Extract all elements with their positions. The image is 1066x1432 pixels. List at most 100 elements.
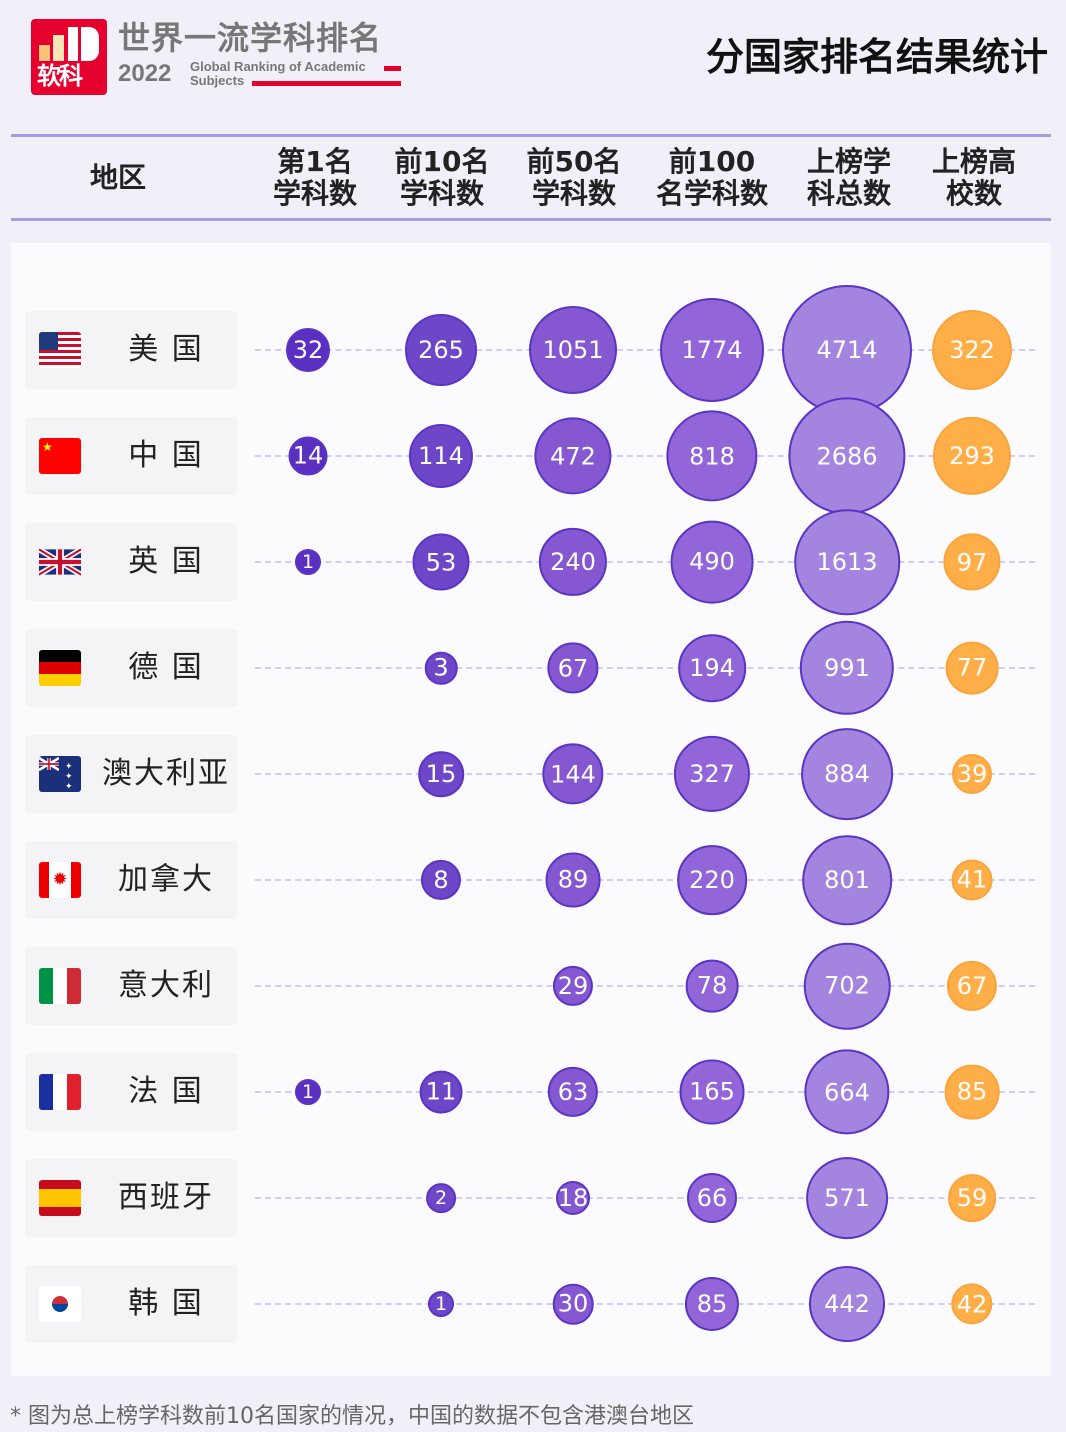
bubble-value: 85	[944, 1064, 1000, 1120]
bubble-value: 2	[426, 1183, 456, 1213]
bubble-value: 571	[806, 1157, 888, 1239]
us-flag-icon	[39, 332, 81, 368]
brand-year: 2022	[118, 60, 172, 87]
divider	[11, 218, 1051, 221]
region-name: 德 国	[128, 650, 204, 685]
row-guide-line	[255, 667, 1035, 669]
bubble-value: 67	[547, 642, 599, 694]
brand-title: 世界一流学科排名	[118, 19, 383, 57]
column-header: 第1名学科数	[272, 145, 357, 210]
bubble-value: 1	[428, 1291, 454, 1317]
bubble-value: 240	[538, 527, 608, 597]
footnote: * 图为总上榜学科数前10名国家的情况，中国的数据不包含港澳台地区	[10, 1404, 694, 1429]
brand-en-line1: Global Ranking of Academic	[190, 59, 366, 74]
bubble-value: 472	[534, 417, 612, 495]
bubble-value: 11	[419, 1070, 463, 1114]
region-name: 中 国	[128, 438, 204, 473]
bubble-value: 1	[295, 1079, 321, 1105]
bubble-value: 1774	[660, 298, 764, 402]
bubble-value: 53	[412, 533, 470, 591]
bubble-value: 85	[684, 1276, 740, 1332]
row-guide-line	[255, 985, 1035, 987]
france-flag-icon	[39, 1074, 81, 1110]
region-label: 美 国	[25, 311, 237, 389]
bubble-value: 66	[687, 1173, 737, 1223]
column-header-region: 地区	[89, 161, 147, 194]
region-label: 西班牙	[25, 1159, 237, 1237]
row-guide-line	[255, 773, 1035, 775]
region-label: 法 国	[25, 1053, 237, 1131]
row-guide-line	[255, 349, 1035, 351]
bubble-value: 293	[932, 416, 1012, 496]
region-label: 德 国	[25, 629, 237, 707]
korea-flag-icon	[39, 1286, 81, 1322]
brand-bar	[252, 81, 401, 86]
bubble-value: 78	[685, 959, 739, 1013]
logo: 软科	[31, 19, 107, 95]
logo-text: 软科	[37, 62, 83, 90]
germany-flag-icon	[39, 650, 81, 686]
bubble-value: 3	[424, 651, 458, 685]
column-header: 上榜高校数	[931, 145, 1016, 210]
bubble-value: 67	[946, 960, 998, 1012]
region-label: ✦ ✦ ✦ 澳大利亚	[25, 735, 237, 813]
bubble-value: 327	[673, 735, 751, 813]
row-guide-line	[255, 1197, 1035, 1199]
bubble-value: 30	[552, 1283, 594, 1325]
region-label: 意大利	[25, 947, 237, 1025]
bubble-value: 165	[679, 1059, 745, 1125]
spain-flag-icon	[39, 1180, 81, 1216]
bubble-value: 15	[418, 751, 464, 797]
region-label: 韩 国	[25, 1265, 237, 1343]
bubble-value: 801	[802, 835, 892, 925]
page-title: 分国家排名结果统计	[705, 35, 1048, 79]
bubble-value: 194	[678, 634, 746, 702]
bubble-value: 77	[945, 641, 999, 695]
bubble-value: 884	[801, 728, 893, 820]
italy-flag-icon	[39, 968, 81, 1004]
bubble-value: 1613	[794, 509, 900, 615]
row-guide-line	[255, 1303, 1035, 1305]
china-flag-icon: ★	[39, 438, 81, 474]
column-header: 上榜学科总数	[806, 145, 891, 210]
bubble-value: 14	[288, 436, 328, 476]
bubble-value: 442	[809, 1266, 885, 1342]
bubble-value: 41	[951, 859, 993, 901]
bubble-value: 2686	[788, 397, 906, 515]
row-guide-line	[255, 561, 1035, 563]
region-name: 美 国	[128, 332, 204, 367]
bubble-value: 32	[286, 328, 330, 372]
region-name: 西班牙	[118, 1180, 214, 1215]
row-guide-line	[255, 879, 1035, 881]
bubble-value: 29	[552, 965, 594, 1007]
divider	[11, 134, 1051, 137]
bubble-value: 322	[932, 310, 1012, 390]
bubble-value: 265	[405, 314, 477, 386]
bubble-value: 59	[948, 1174, 996, 1222]
bubble-value: 220	[677, 845, 747, 915]
region-name: 加拿大	[118, 862, 214, 897]
bubble-value: 4714	[782, 285, 912, 415]
bubble-value: 144	[542, 743, 604, 805]
row-guide-line	[255, 1091, 1035, 1093]
region-label: 英 国	[25, 523, 237, 601]
brand-en-line2: Subjects	[190, 73, 245, 88]
bubble-value: 664	[804, 1049, 890, 1135]
uk-flag-icon	[39, 544, 81, 580]
bubble-value: 1051	[529, 306, 617, 394]
region-name: 法 国	[128, 1074, 204, 1109]
region-label: ✹ 加拿大	[25, 841, 237, 919]
bubble-value: 42	[951, 1283, 993, 1325]
brand-subtitle: Global Ranking of Academic Subjects	[190, 60, 366, 88]
region-label: ★ 中 国	[25, 417, 237, 495]
bubble-value: 63	[547, 1066, 599, 1118]
row-guide-line	[255, 455, 1035, 457]
bubble-value: 702	[803, 942, 891, 1030]
bubble-value: 818	[666, 410, 758, 502]
bubble-value: 89	[545, 852, 601, 908]
bubble-value: 490	[670, 520, 754, 604]
canada-flag-icon: ✹	[39, 862, 81, 898]
bubble-value: 8	[420, 859, 462, 901]
bubble-value: 991	[799, 620, 895, 716]
australia-flag-icon: ✦ ✦ ✦	[39, 756, 81, 792]
